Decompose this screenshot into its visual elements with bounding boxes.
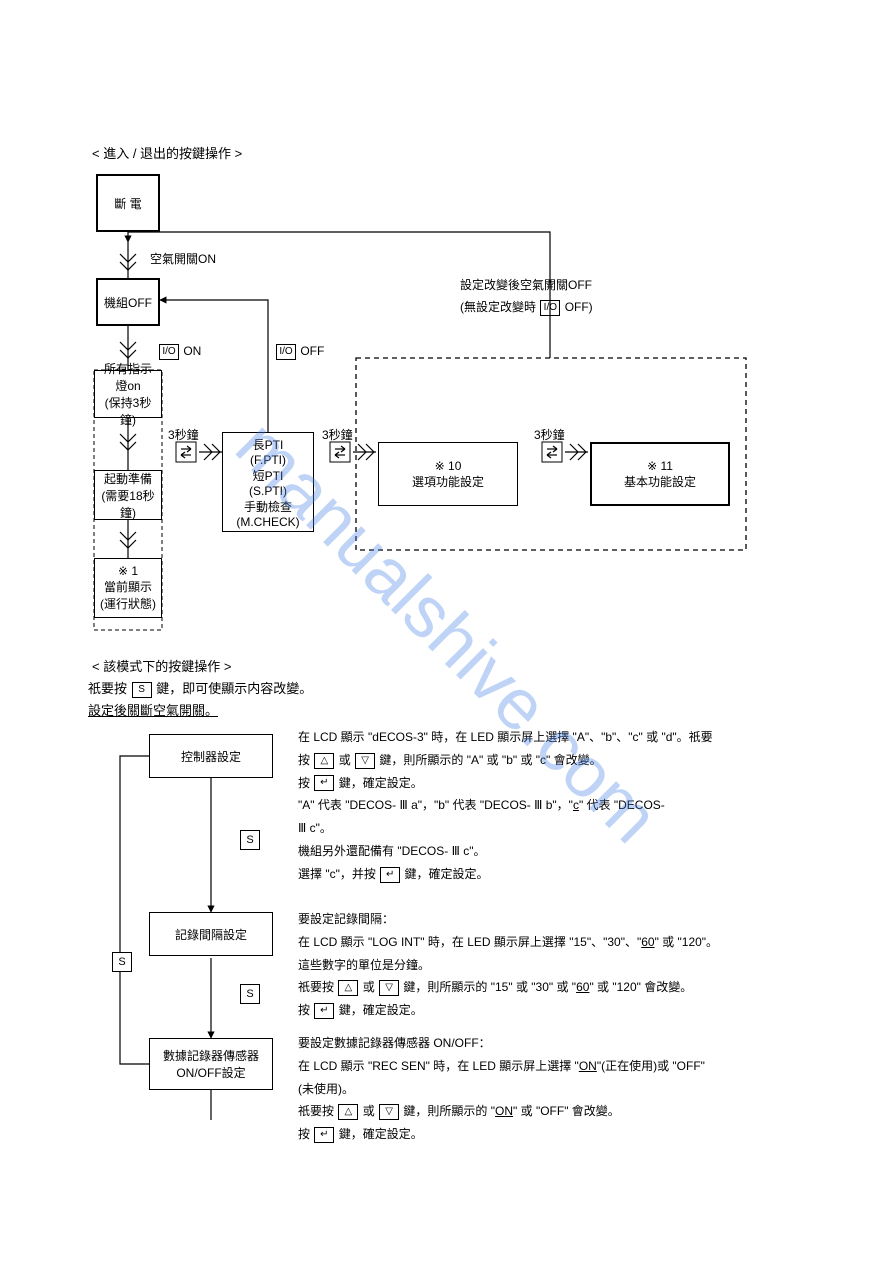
p2-l1: 要設定記錄間隔：	[298, 908, 798, 931]
p3-l3: (未使用)。	[298, 1078, 798, 1101]
p1-l2: 按 或 鍵，則所顯示的 "A" 或 "b" 或 "c" 會改變。	[298, 749, 798, 772]
enter-key-2	[380, 867, 400, 883]
node-recsen-setting: 數據記錄器傳感器 ON/OFF設定	[149, 1038, 273, 1090]
up-key-2	[338, 980, 358, 996]
para-recsen: 要設定數據記錄器傳感器 ON/OFF： 在 LCD 顯示 "REC SEN" 時…	[298, 1032, 798, 1146]
p2-l2a: 在 LCD 顯示 "LOG INT" 時，在 LED 顯示屏上選擇 "15"、"…	[298, 935, 641, 949]
para-controller: 在 LCD 顯示 "dECOS-3" 時，在 LED 顯示屏上選擇 "A"、"b…	[298, 726, 798, 886]
p3-l4e: " 或 "OFF" 會改變。	[513, 1104, 620, 1118]
p1-l6: 機組另外還配備有 "DECOS- Ⅲ c"。	[298, 840, 798, 863]
enter-key-4	[314, 1127, 334, 1143]
p3-l2b: ON	[579, 1059, 597, 1073]
p3-l4: 祇要按 或 鍵，則所顯示的 "ON" 或 "OFF" 會改變。	[298, 1100, 798, 1123]
down-key-3	[379, 1104, 399, 1120]
p3-l2c: "(正在使用)或 "OFF"	[597, 1059, 705, 1073]
rec-l2: ON/OFF設定	[176, 1064, 245, 1081]
rec-l1: 數據記錄器傳感器	[163, 1047, 259, 1064]
p2-l5a: 按	[298, 1003, 310, 1017]
down-key-2	[379, 980, 399, 996]
p2-l2c: " 或 "120"。	[655, 935, 718, 949]
p1-l7: 選擇 "c"，并按 鍵，確定設定。	[298, 863, 798, 886]
p3-l2: 在 LCD 顯示 "REC SEN" 時，在 LED 顯示屏上選擇 "ON"(正…	[298, 1055, 798, 1078]
p2-l4a: 祇要按	[298, 980, 334, 994]
s-key-1: S	[240, 830, 260, 850]
p1-l2a: 按	[298, 753, 310, 767]
p1-l4a: "A" 代表 "DECOS- Ⅲ a"，"b" 代表 "DECOS- Ⅲ b"，…	[298, 798, 573, 812]
p2-l4: 祇要按 或 鍵，則所顯示的 "15" 或 "30" 或 "60" 或 "120"…	[298, 976, 798, 999]
up-key-1	[314, 753, 334, 769]
para-log: 要設定記錄間隔： 在 LCD 顯示 "LOG INT" 時，在 LED 顯示屏上…	[298, 908, 798, 1022]
p2-l2b: 60	[641, 935, 654, 949]
p3-l5: 按 鍵，確定設定。	[298, 1123, 798, 1146]
p1-l1: 在 LCD 顯示 "dECOS-3" 時，在 LED 顯示屏上選擇 "A"、"b…	[298, 726, 798, 749]
up-key-3	[338, 1104, 358, 1120]
down-key-1	[355, 753, 375, 769]
enter-key-1	[314, 775, 334, 791]
s-key-loop: S	[112, 952, 132, 972]
p2-l4d: 60	[576, 980, 589, 994]
p1-l5: Ⅲ c"。	[298, 817, 798, 840]
p1-l3a: 按	[298, 776, 310, 790]
p1-l3b: 鍵，確定設定。	[339, 776, 423, 790]
p3-l4b: 或	[363, 1104, 375, 1118]
p3-l2a: 在 LCD 顯示 "REC SEN" 時，在 LED 顯示屏上選擇 "	[298, 1059, 579, 1073]
p1-l3: 按 鍵，確定設定。	[298, 772, 798, 795]
node-log-interval-setting: 記錄間隔設定	[149, 912, 273, 956]
p3-l4c: 鍵，則所顯示的 "	[403, 1104, 495, 1118]
p2-l4e: " 或 "120" 會改變。	[589, 980, 692, 994]
p2-l5: 按 鍵，確定設定。	[298, 999, 798, 1022]
p1-l4c: " 代表 "DECOS-	[579, 798, 665, 812]
p2-l5b: 鍵，確定設定。	[339, 1003, 423, 1017]
p3-l5a: 按	[298, 1127, 310, 1141]
p1-l2c: 鍵，則所顯示的 "A" 或 "b" 或 "c" 會改變。	[379, 753, 601, 767]
p3-l5b: 鍵，確定設定。	[339, 1127, 423, 1141]
p3-l4d: ON	[495, 1104, 513, 1118]
p1-l7b: 鍵，確定設定。	[405, 867, 489, 881]
s-key-2: S	[240, 984, 260, 1004]
p1-l7a: 選擇 "c"，并按	[298, 867, 376, 881]
p2-l4b: 或	[363, 980, 375, 994]
log-label: 記錄間隔設定	[175, 926, 247, 943]
p1-l4: "A" 代表 "DECOS- Ⅲ a"，"b" 代表 "DECOS- Ⅲ b"，…	[298, 794, 798, 817]
p2-l3: 這些數字的單位是分鐘。	[298, 954, 798, 977]
p3-l4a: 祇要按	[298, 1104, 334, 1118]
p2-l2: 在 LCD 顯示 "LOG INT" 時，在 LED 顯示屏上選擇 "15"、"…	[298, 931, 798, 954]
p2-l4c: 鍵，則所顯示的 "15" 或 "30" 或 "	[403, 980, 576, 994]
ctrl-label: 控制器設定	[181, 748, 241, 765]
p3-l1: 要設定數據記錄器傳感器 ON/OFF：	[298, 1032, 798, 1055]
node-controller-setting: 控制器設定	[149, 734, 273, 778]
enter-key-3	[314, 1003, 334, 1019]
p1-l2b: 或	[339, 753, 351, 767]
